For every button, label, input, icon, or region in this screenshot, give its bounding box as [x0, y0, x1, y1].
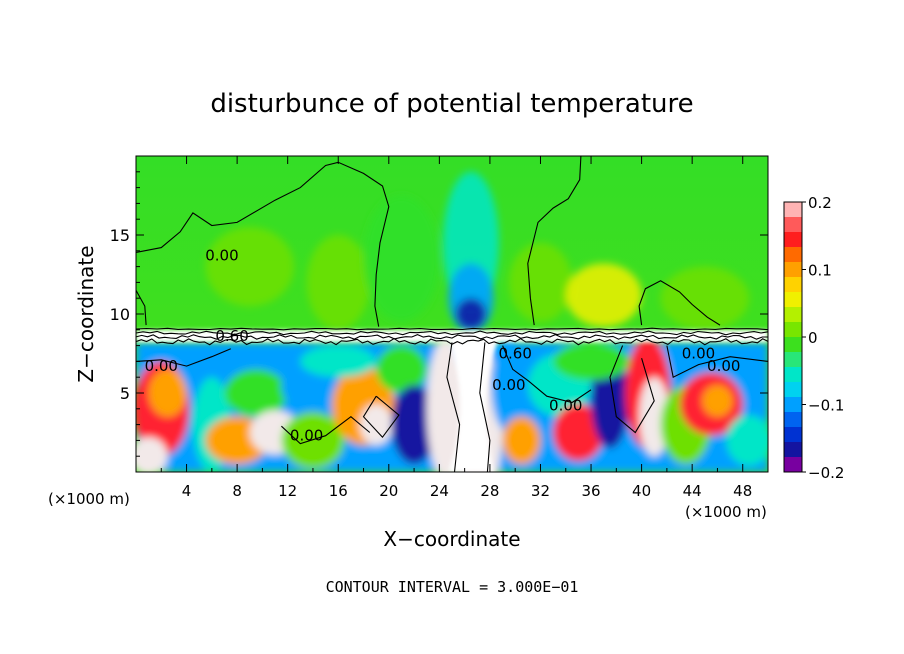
colorbar-swatch [784, 262, 802, 278]
colorbar-swatch [784, 307, 802, 323]
y-tick-label: 15 [110, 226, 130, 245]
contour-label: 0.60 [215, 327, 248, 345]
y-tick-label: 10 [110, 305, 130, 324]
y-tick-label: 5 [120, 384, 130, 403]
contour-line [527, 156, 582, 326]
contour-line [638, 280, 721, 326]
colorbar-swatch [784, 202, 802, 218]
inversion-contour [136, 327, 768, 331]
x-tick-label: 36 [581, 482, 600, 500]
contour-label: 0.00 [492, 376, 525, 394]
colorbar-swatch [784, 442, 802, 458]
x-unit-left: (×1000 m) [48, 490, 130, 508]
colorbar-swatch [784, 427, 802, 443]
colorbar-tick-label: 0.1 [808, 262, 832, 280]
heatmap-cell [300, 345, 377, 378]
contour-line [362, 395, 400, 439]
colorbar-swatch [784, 352, 802, 368]
x-tick-label: 16 [329, 482, 348, 500]
colorbar-swatch [784, 247, 802, 263]
x-tick-label: 24 [430, 482, 449, 500]
x-tick-label: 48 [733, 482, 752, 500]
contour-line [136, 161, 390, 327]
x-tick-label: 44 [683, 482, 702, 500]
contour-interval-note: CONTOUR INTERVAL = 3.000E−01 [326, 578, 579, 596]
contour-label: 0.00 [549, 397, 582, 415]
x-tick-label: 4 [182, 482, 192, 500]
heatmap-cell [702, 385, 733, 417]
x-axis-label: X−coordinate [383, 527, 520, 551]
contour-label: 0.00 [205, 247, 238, 265]
contour-line [666, 345, 768, 379]
contour-lines [136, 156, 768, 472]
heatmap-cell [281, 411, 345, 469]
contour-line [446, 342, 461, 472]
heatmap-cell [455, 298, 487, 330]
contour-label: 0.00 [707, 357, 740, 375]
heatmap-cell [363, 195, 440, 322]
contour-line [136, 348, 232, 367]
x-axis: 4 8 12 16 20 24 28 32 36 40 44 48 [160, 156, 752, 500]
x-tick-label: 20 [379, 482, 398, 500]
colorbar-swatch [784, 217, 802, 233]
colorbar-swatch [784, 292, 802, 308]
heatmap-cell [148, 369, 187, 417]
inversion-contour [136, 334, 768, 340]
heatmap-cell [565, 263, 642, 327]
colorbar-tick-label: 0 [808, 329, 818, 347]
x-tick-label: 12 [278, 482, 297, 500]
heatmap-cell [448, 342, 498, 472]
heatmap-cell [508, 242, 573, 322]
contour-line [502, 345, 592, 404]
colorbar-swatch [784, 367, 802, 383]
plot-area [136, 156, 768, 472]
heatmap-cell [491, 337, 527, 433]
heatmap-cell [205, 227, 294, 307]
x-tick-label: 32 [531, 482, 550, 500]
colorbar-swatch [784, 277, 802, 293]
heatmap-cell [306, 235, 370, 330]
heatmap-cell [376, 345, 427, 393]
contour-label: 0.00 [682, 345, 715, 363]
contour-line [136, 290, 147, 326]
y-axis: 5 10 15 [110, 171, 768, 457]
contour-labels: 0.000.600.000.000.600.000.000.000.00 [145, 247, 741, 445]
colorbar-swatch [784, 382, 802, 398]
contour-label: 0.00 [290, 427, 323, 445]
heatmap-cell [660, 266, 750, 330]
colorbar-swatch [784, 232, 802, 248]
inversion-contour [136, 330, 768, 336]
heatmap-cell [136, 437, 168, 472]
colorbar-swatch [784, 322, 802, 338]
contour-line [609, 345, 655, 434]
heatmap-cell [391, 385, 437, 465]
contour-line [479, 342, 491, 472]
colorbar-swatch [784, 457, 802, 473]
colorbar-swatch [784, 412, 802, 428]
colorbar-tick-label: −0.1 [808, 397, 844, 415]
contour-label: 0.00 [145, 357, 178, 375]
contour-label: 0.60 [498, 345, 531, 363]
contour-line [281, 415, 371, 445]
chart-title: disturbunce of potential temperature [210, 89, 693, 119]
heatmap-cell [553, 342, 629, 381]
heatmap-cell [553, 404, 604, 461]
colorbar-tick-label: 0.2 [808, 194, 832, 212]
x-tick-label: 28 [480, 482, 499, 500]
colorbar: 0.2 0.1 0 −0.1 −0.2 [783, 194, 844, 482]
heatmap-cell [726, 415, 768, 466]
colorbar-tick-label: −0.2 [808, 464, 844, 482]
heatmap-cell [502, 416, 541, 465]
colorbar-swatch [784, 397, 802, 413]
heatmap-cell [359, 404, 393, 446]
colorbar-swatch [784, 337, 802, 353]
heatmap-cell [224, 369, 288, 417]
y-axis-label: Z−coordinate [74, 245, 98, 382]
x-tick-label: 40 [632, 482, 651, 500]
x-tick-label: 8 [232, 482, 242, 500]
heatmap-field [136, 171, 768, 472]
x-unit-right: (×1000 m) [685, 503, 767, 521]
